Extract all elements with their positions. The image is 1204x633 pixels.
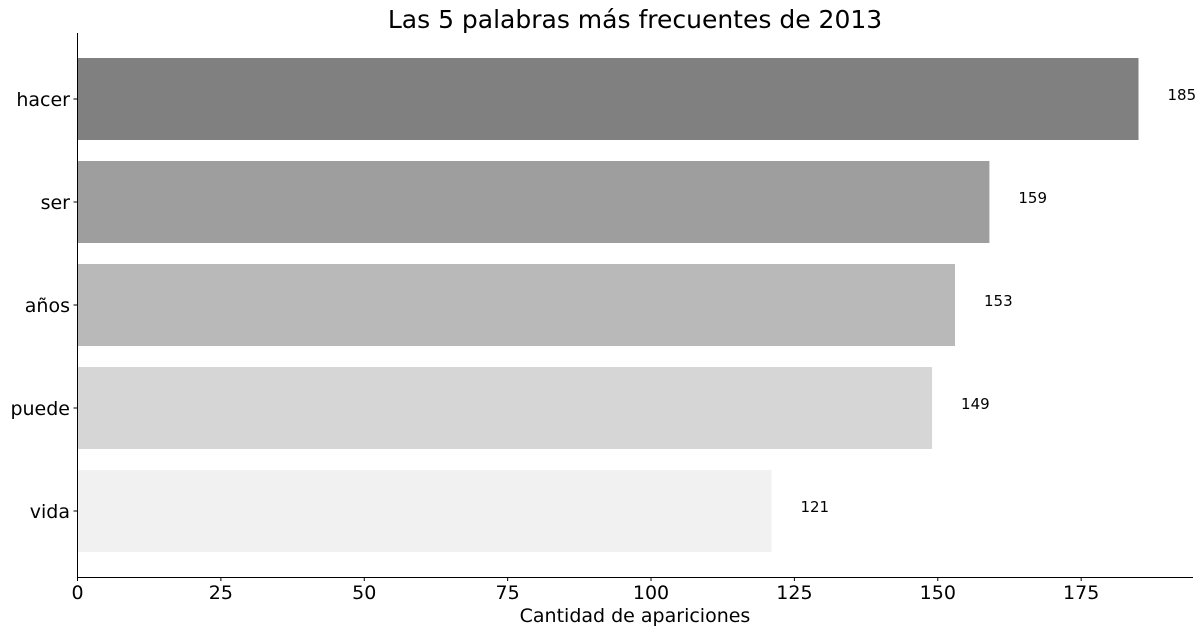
x-axis-ticks: 0 25 50 75 100 125 150 175: [71, 577, 1099, 604]
bar-ser: [77, 161, 990, 243]
value-label-vida: 121: [800, 498, 829, 516]
x-axis-label: Cantidad de apariciones: [520, 605, 751, 627]
bars-group: [77, 58, 1139, 552]
x-tick-label-25: 25: [209, 582, 233, 604]
y-tick-label-vida: vida: [30, 501, 70, 523]
bar-vida: [77, 470, 772, 552]
x-tick-label-50: 50: [352, 582, 376, 604]
x-tick-label-100: 100: [633, 582, 669, 604]
bar-puede: [77, 367, 933, 449]
x-tick-label-75: 75: [496, 582, 520, 604]
x-tick-label-125: 125: [776, 582, 812, 604]
x-tick-label-175: 175: [1063, 582, 1099, 604]
value-label-puede: 149: [961, 395, 990, 413]
y-tick-label-ser: ser: [41, 192, 71, 214]
x-tick-label-150: 150: [920, 582, 956, 604]
x-tick-label-0: 0: [71, 582, 83, 604]
y-axis-ticks: hacer ser años puede vida: [10, 89, 78, 523]
y-tick-label-hacer: hacer: [16, 89, 70, 111]
value-labels-group: 185 159 153 149 121: [800, 86, 1196, 516]
value-label-ser: 159: [1018, 189, 1047, 207]
bar-hacer: [77, 58, 1139, 140]
value-label-hacer: 185: [1168, 86, 1197, 104]
chart-title: Las 5 palabras más frecuentes de 2013: [388, 5, 882, 34]
y-tick-label-puede: puede: [10, 398, 70, 420]
value-label-anos: 153: [984, 292, 1013, 310]
y-tick-label-anos: años: [25, 295, 70, 317]
bar-anos: [77, 264, 955, 346]
